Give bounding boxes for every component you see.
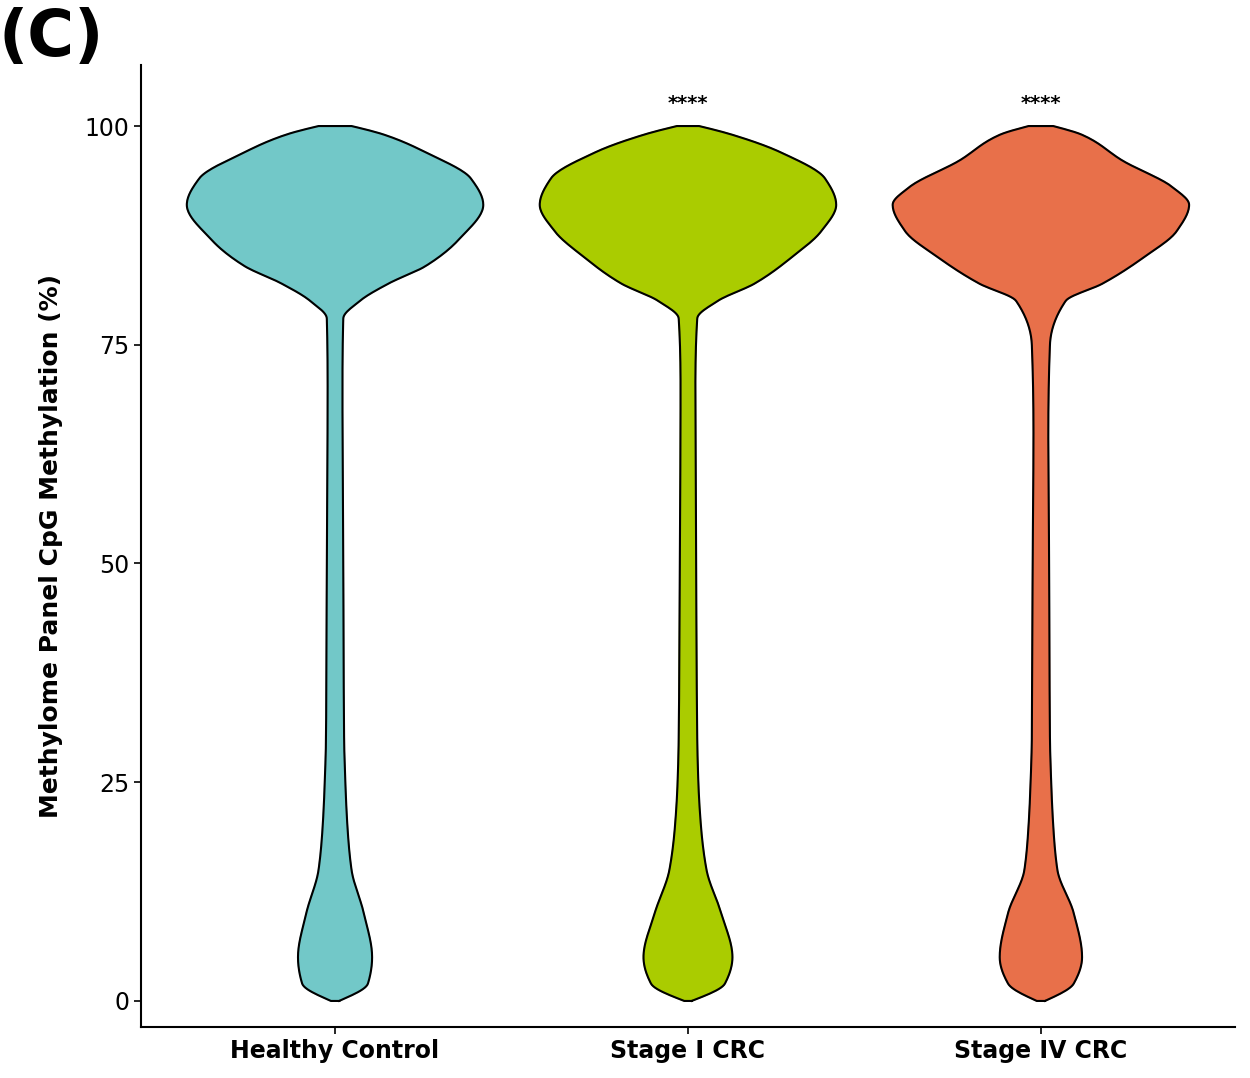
Polygon shape [186,126,484,1001]
Polygon shape [540,126,836,1001]
Text: ****: **** [668,94,709,113]
Text: (C): (C) [0,8,104,69]
Text: ****: **** [1021,94,1061,113]
Y-axis label: Methylome Panel CpG Methylation (%): Methylome Panel CpG Methylation (%) [40,274,64,818]
Polygon shape [892,126,1189,1001]
